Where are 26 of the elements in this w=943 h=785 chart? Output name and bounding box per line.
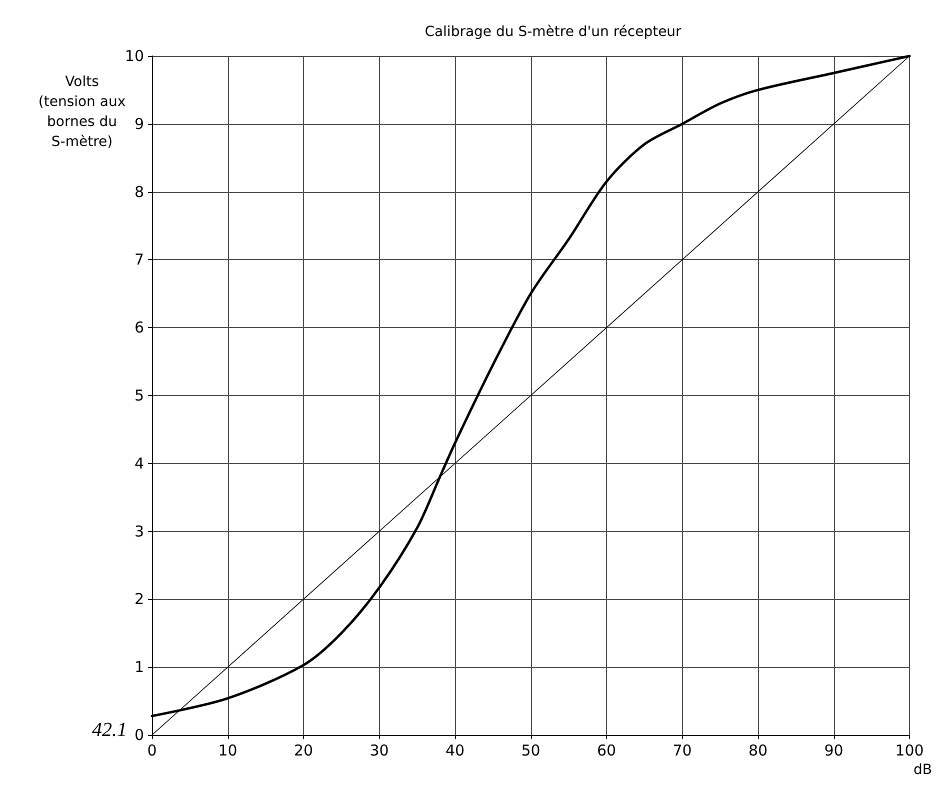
x-tick-label: 20 (294, 742, 314, 760)
y-tick-label: 0 (134, 726, 144, 744)
y-tick-label: 10 (124, 47, 144, 65)
x-tick-label: 10 (218, 742, 238, 760)
y-tick-label: 5 (134, 386, 144, 404)
x-tick-label: 30 (370, 742, 389, 760)
x-tick-label: 100 (895, 742, 924, 760)
x-tick-label: 70 (672, 742, 692, 760)
y-tick-label: 6 (134, 318, 144, 337)
y-tick-label: 9 (134, 114, 144, 133)
y-tick-label: 4 (134, 454, 144, 472)
text: 42.1 (92, 719, 127, 741)
y-tick-label: 7 (134, 250, 144, 269)
y-axis-title: Volts (tension aux bornes du S-mètre) (38, 74, 126, 150)
y-tick-label: 3 (134, 522, 144, 540)
chart-title: Calibrage du S-mètre d'un récepteur (424, 24, 682, 40)
y-tick-label: 1 (134, 658, 144, 676)
x-tick-label: 90 (824, 742, 844, 760)
x-axis-title: dB (914, 762, 932, 778)
x-tick-label: 60 (596, 742, 616, 760)
x-tick-label: 50 (521, 742, 540, 760)
y-tick-label: 2 (134, 590, 144, 608)
x-tick-label: 40 (445, 742, 465, 760)
x-tick-label: 80 (748, 742, 768, 760)
x-tick-label: 0 (147, 742, 157, 760)
y-tick-label: 8 (134, 182, 144, 201)
